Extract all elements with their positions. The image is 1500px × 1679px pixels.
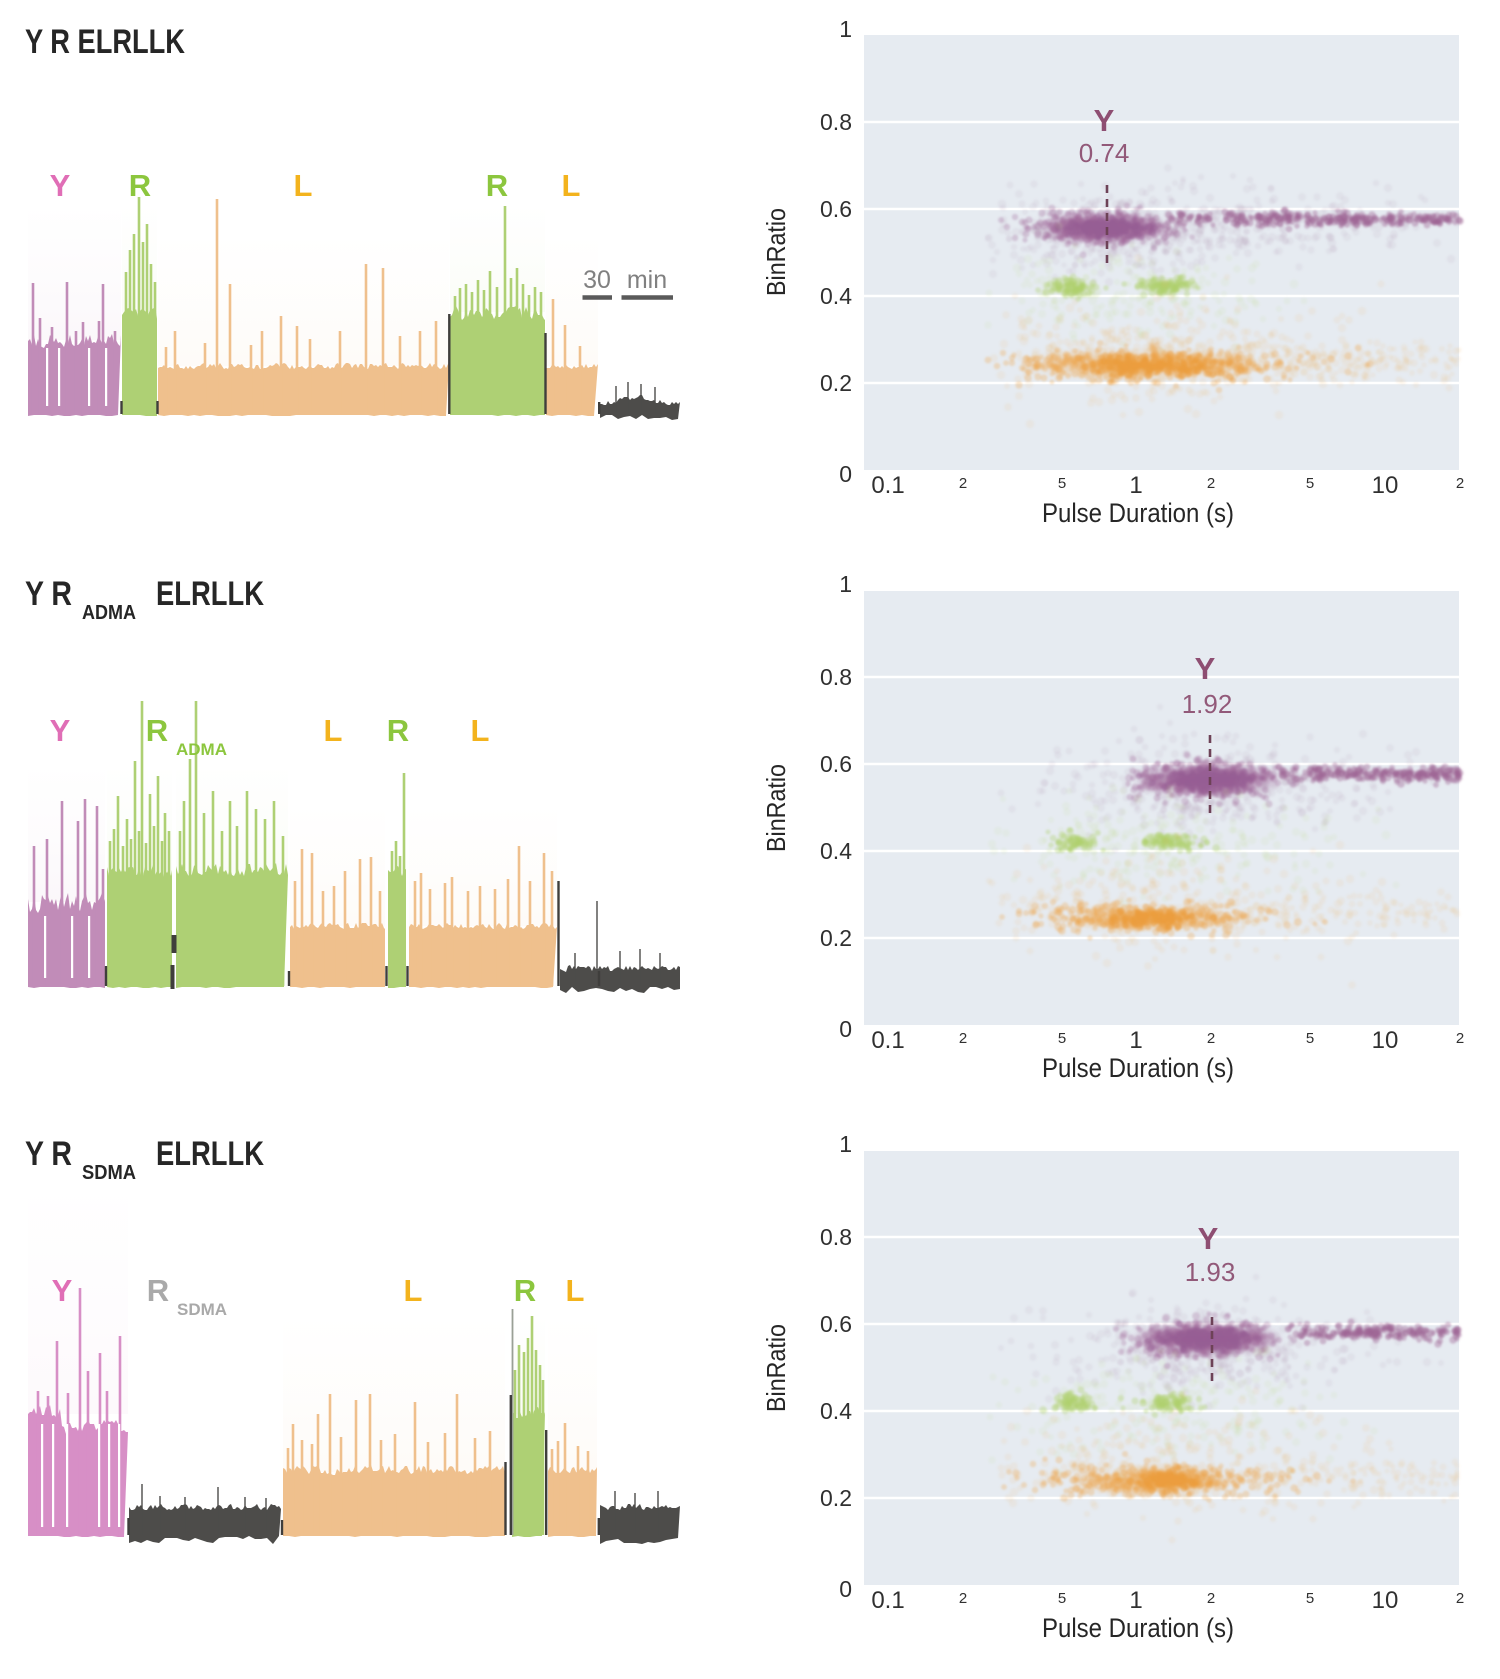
svg-text:5: 5	[1058, 1030, 1066, 1047]
svg-text:min: min	[627, 266, 667, 294]
svg-text:5: 5	[1306, 475, 1314, 492]
svg-text:0.2: 0.2	[820, 925, 852, 951]
svg-text:L: L	[562, 168, 581, 203]
svg-text:2: 2	[1456, 475, 1464, 492]
svg-text:5: 5	[1058, 475, 1066, 492]
svg-text:10: 10	[1372, 472, 1399, 499]
svg-text:0: 0	[839, 461, 852, 487]
svg-text:Pulse Duration (s): Pulse Duration (s)	[1042, 498, 1234, 528]
svg-text:BinRatio: BinRatio	[761, 764, 791, 852]
svg-text:L: L	[294, 168, 313, 203]
svg-text:0.6: 0.6	[820, 196, 852, 222]
svg-text:Y R ELRLLK: Y R ELRLLK	[25, 23, 185, 61]
svg-text:0.8: 0.8	[820, 109, 852, 135]
svg-text:1: 1	[839, 571, 852, 597]
svg-text:2: 2	[1456, 1030, 1464, 1047]
svg-text:0.6: 0.6	[820, 751, 852, 777]
svg-text:10: 10	[1372, 1027, 1399, 1054]
svg-text:0.1: 0.1	[871, 1027, 904, 1054]
svg-text:R: R	[486, 168, 508, 203]
svg-text:2: 2	[1207, 1030, 1215, 1047]
svg-text:Y: Y	[50, 168, 71, 203]
svg-text:1: 1	[839, 16, 852, 42]
svg-text:5: 5	[1306, 1030, 1314, 1047]
svg-text:Pulse Duration (s): Pulse Duration (s)	[1042, 1053, 1234, 1083]
svg-text:2: 2	[1207, 475, 1215, 492]
svg-text:0.4: 0.4	[820, 838, 852, 864]
svg-text:BinRatio: BinRatio	[761, 208, 791, 296]
svg-text:Y: Y	[1094, 103, 1115, 138]
svg-text:1: 1	[1129, 1027, 1142, 1054]
svg-text:0.2: 0.2	[820, 370, 852, 396]
svg-text:1: 1	[1129, 472, 1142, 499]
svg-text:2: 2	[959, 475, 967, 492]
svg-text:0.8: 0.8	[820, 664, 852, 690]
svg-text:0: 0	[839, 1016, 852, 1042]
svg-text:0.74: 0.74	[1079, 138, 1130, 168]
svg-text:0.1: 0.1	[871, 472, 904, 499]
svg-text:2: 2	[959, 1030, 967, 1047]
svg-text:R: R	[129, 168, 151, 203]
svg-text:30: 30	[583, 266, 611, 294]
svg-text:0.4: 0.4	[820, 283, 852, 309]
